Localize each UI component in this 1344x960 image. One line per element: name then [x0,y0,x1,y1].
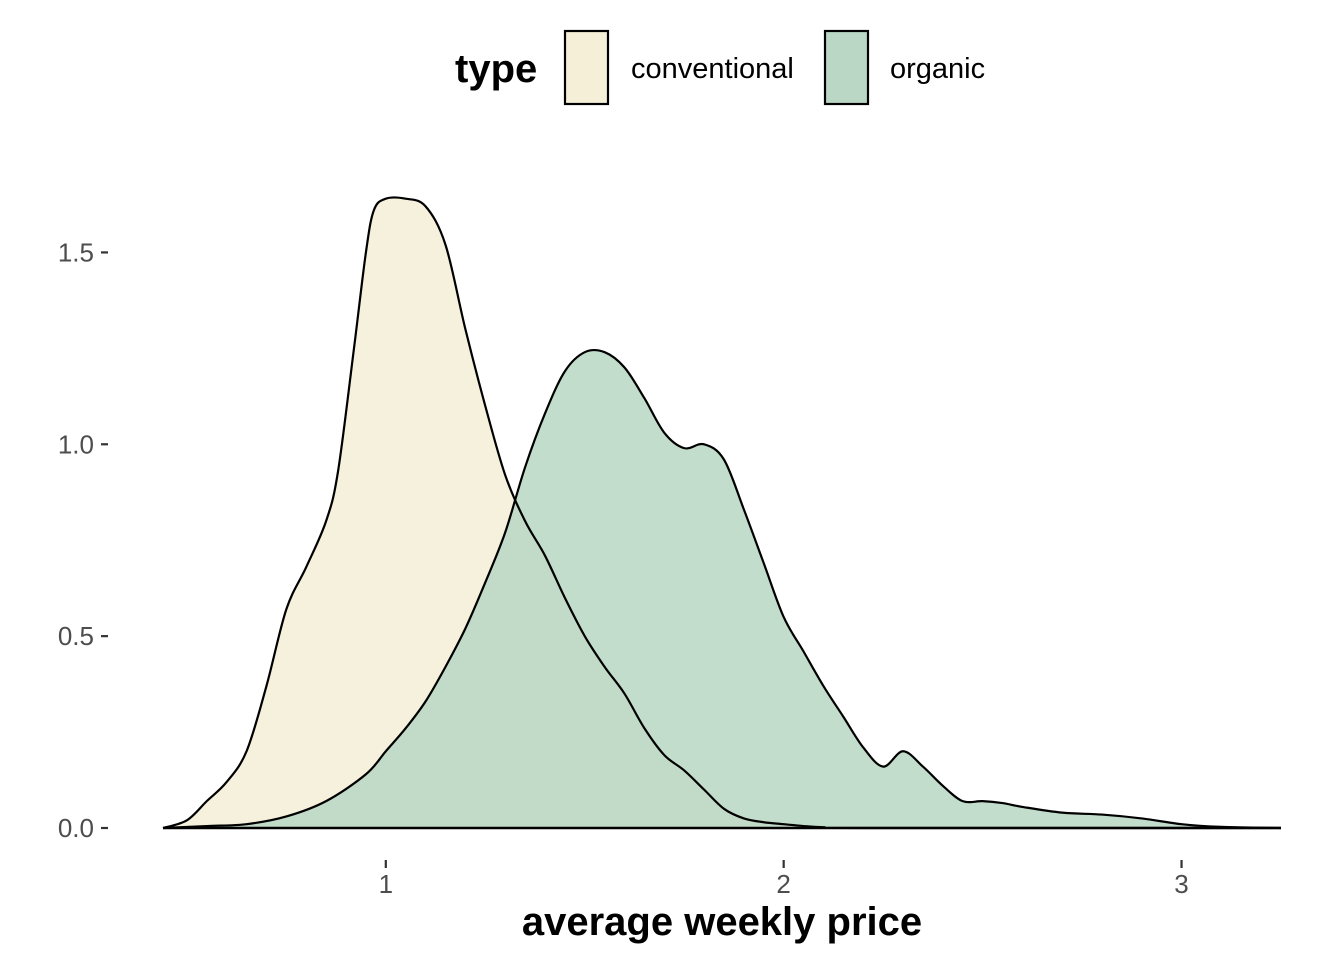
density-line-conventional [162,196,1281,830]
x-axis-title: average weekly price [522,900,922,944]
y-tick-label: 0.5 [58,621,94,651]
legend: type conventional organic [455,29,985,106]
x-tick-label: 2 [776,869,790,899]
y-tick-label: 0.0 [58,813,94,843]
legend-label-organic: organic [890,53,985,85]
density-area-organic [163,350,1281,828]
legend-label-conventional: conventional [631,53,794,85]
legend-swatch-conventional [563,29,610,106]
x-tick-label: 1 [379,869,393,899]
density-line-organic [162,348,1282,830]
legend-title: type [455,47,537,91]
y-tick-label: 1.5 [58,237,94,267]
plot-area [162,196,1282,830]
y-axis: 0.0 0.5 1.0 1.5 [58,237,108,843]
x-tick-label: 3 [1174,869,1188,899]
legend-swatch-organic [823,29,870,106]
y-tick-label: 1.0 [58,429,94,459]
x-axis: 1 2 3 [379,860,1189,899]
